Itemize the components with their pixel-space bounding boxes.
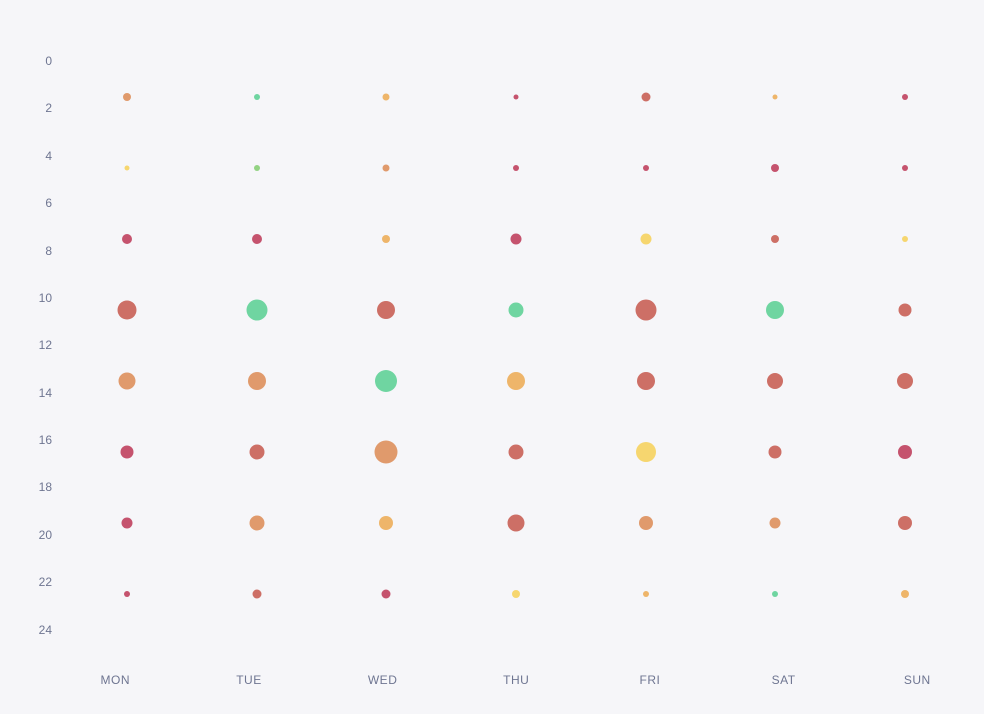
- scatter-dot-mon-13.5[interactable]: [118, 372, 136, 390]
- y-axis-tick-label: 0: [45, 54, 52, 68]
- scatter-dot-sat-19.5[interactable]: [769, 517, 781, 529]
- scatter-dot-sun-13.5[interactable]: [897, 372, 914, 389]
- scatter-dot-wed-16.5[interactable]: [374, 440, 398, 464]
- x-axis-day-label: SAT: [771, 673, 796, 687]
- scatter-dot-thu-10.5[interactable]: [508, 302, 524, 318]
- scatter-dot-sun-4.5[interactable]: [902, 164, 909, 171]
- scatter-dot-mon-22.5[interactable]: [124, 591, 130, 598]
- x-axis-day-label: SUN: [903, 673, 931, 687]
- scatter-dot-mon-16.5[interactable]: [120, 445, 134, 459]
- x-axis-day-label: THU: [503, 673, 530, 687]
- scatter-dot-sat-4.5[interactable]: [771, 163, 780, 172]
- scatter-dot-mon-10.5[interactable]: [117, 300, 137, 320]
- scatter-dot-wed-7.5[interactable]: [382, 234, 391, 243]
- scatter-dot-sat-13.5[interactable]: [767, 372, 784, 389]
- scatter-dot-tue-10.5[interactable]: [246, 299, 268, 321]
- x-axis-day-label: FRI: [639, 673, 661, 687]
- scatter-dot-fri-16.5[interactable]: [635, 441, 656, 462]
- scatter-dot-tue-16.5[interactable]: [249, 444, 265, 460]
- scatter-dot-tue-1.5[interactable]: [253, 93, 260, 100]
- y-axis-tick-label: 22: [38, 575, 52, 590]
- scatter-dot-thu-1.5[interactable]: [513, 94, 519, 100]
- scatter-dot-fri-7.5[interactable]: [640, 233, 652, 245]
- scatter-dot-fri-19.5[interactable]: [638, 515, 653, 530]
- scatter-dot-sun-7.5[interactable]: [902, 235, 909, 242]
- scatter-dot-fri-13.5[interactable]: [636, 371, 655, 390]
- scatter-dot-tue-13.5[interactable]: [247, 371, 266, 390]
- x-axis-day-label: MON: [100, 673, 131, 687]
- scatter-dot-thu-16.5[interactable]: [508, 444, 524, 460]
- scatter-dot-thu-19.5[interactable]: [507, 514, 525, 532]
- scatter-dot-tue-22.5[interactable]: [252, 589, 262, 599]
- y-axis-tick-label: 20: [38, 527, 52, 542]
- scatter-dot-fri-22.5[interactable]: [642, 591, 649, 598]
- scatter-dot-mon-4.5[interactable]: [124, 165, 130, 171]
- scatter-dot-wed-10.5[interactable]: [377, 300, 396, 319]
- scatter-dot-thu-22.5[interactable]: [512, 590, 520, 599]
- scatter-dot-sat-22.5[interactable]: [772, 591, 779, 598]
- scatter-dot-wed-19.5[interactable]: [379, 515, 394, 530]
- scatter-dot-sat-16.5[interactable]: [768, 445, 782, 459]
- scatter-dot-wed-22.5[interactable]: [381, 589, 391, 599]
- scatter-dot-tue-4.5[interactable]: [253, 164, 260, 171]
- scatter-dot-sun-10.5[interactable]: [898, 303, 912, 317]
- y-axis-tick-label: 8: [45, 243, 52, 258]
- scatter-dot-sat-10.5[interactable]: [766, 300, 785, 319]
- y-axis-tick-label: 2: [45, 101, 52, 116]
- x-axis-day-label: WED: [367, 673, 398, 687]
- y-axis-tick-label: 24: [38, 622, 52, 637]
- scatter-dot-sat-7.5[interactable]: [771, 234, 780, 243]
- y-axis-tick-label: 6: [45, 196, 52, 211]
- scatter-dot-thu-13.5[interactable]: [507, 371, 525, 390]
- scatter-dot-sat-1.5[interactable]: [772, 94, 778, 100]
- scatter-dot-fri-10.5[interactable]: [635, 299, 657, 321]
- scatter-dot-sun-1.5[interactable]: [902, 93, 909, 100]
- scatter-dot-mon-1.5[interactable]: [123, 92, 131, 101]
- y-axis-tick-label: 14: [38, 385, 52, 400]
- y-axis-tick-label: 16: [38, 433, 52, 448]
- scatter-dot-sun-22.5[interactable]: [901, 590, 910, 599]
- y-axis-tick-label: 4: [45, 148, 52, 163]
- scatter-dot-fri-1.5[interactable]: [641, 92, 651, 102]
- scatter-dot-thu-7.5[interactable]: [510, 233, 522, 245]
- scatter-dot-tue-7.5[interactable]: [251, 233, 262, 244]
- x-axis-day-label: TUE: [236, 673, 262, 687]
- scatter-dot-tue-19.5[interactable]: [249, 515, 265, 531]
- scatter-dot-mon-7.5[interactable]: [122, 233, 132, 244]
- scatter-dot-fri-4.5[interactable]: [642, 164, 649, 171]
- y-axis-tick-label: 10: [38, 290, 52, 305]
- scatter-dot-sun-16.5[interactable]: [898, 444, 913, 459]
- scatter-dot-wed-13.5[interactable]: [375, 369, 398, 392]
- y-axis-tick-label: 18: [38, 480, 52, 495]
- scatter-dot-mon-19.5[interactable]: [121, 517, 133, 529]
- scatter-dot-sun-19.5[interactable]: [898, 515, 913, 530]
- y-axis-tick-label: 12: [38, 338, 52, 353]
- scatter-dot-wed-4.5[interactable]: [382, 164, 390, 172]
- scatter-dot-thu-4.5[interactable]: [513, 164, 519, 171]
- scatter-dot-wed-1.5[interactable]: [382, 93, 390, 101]
